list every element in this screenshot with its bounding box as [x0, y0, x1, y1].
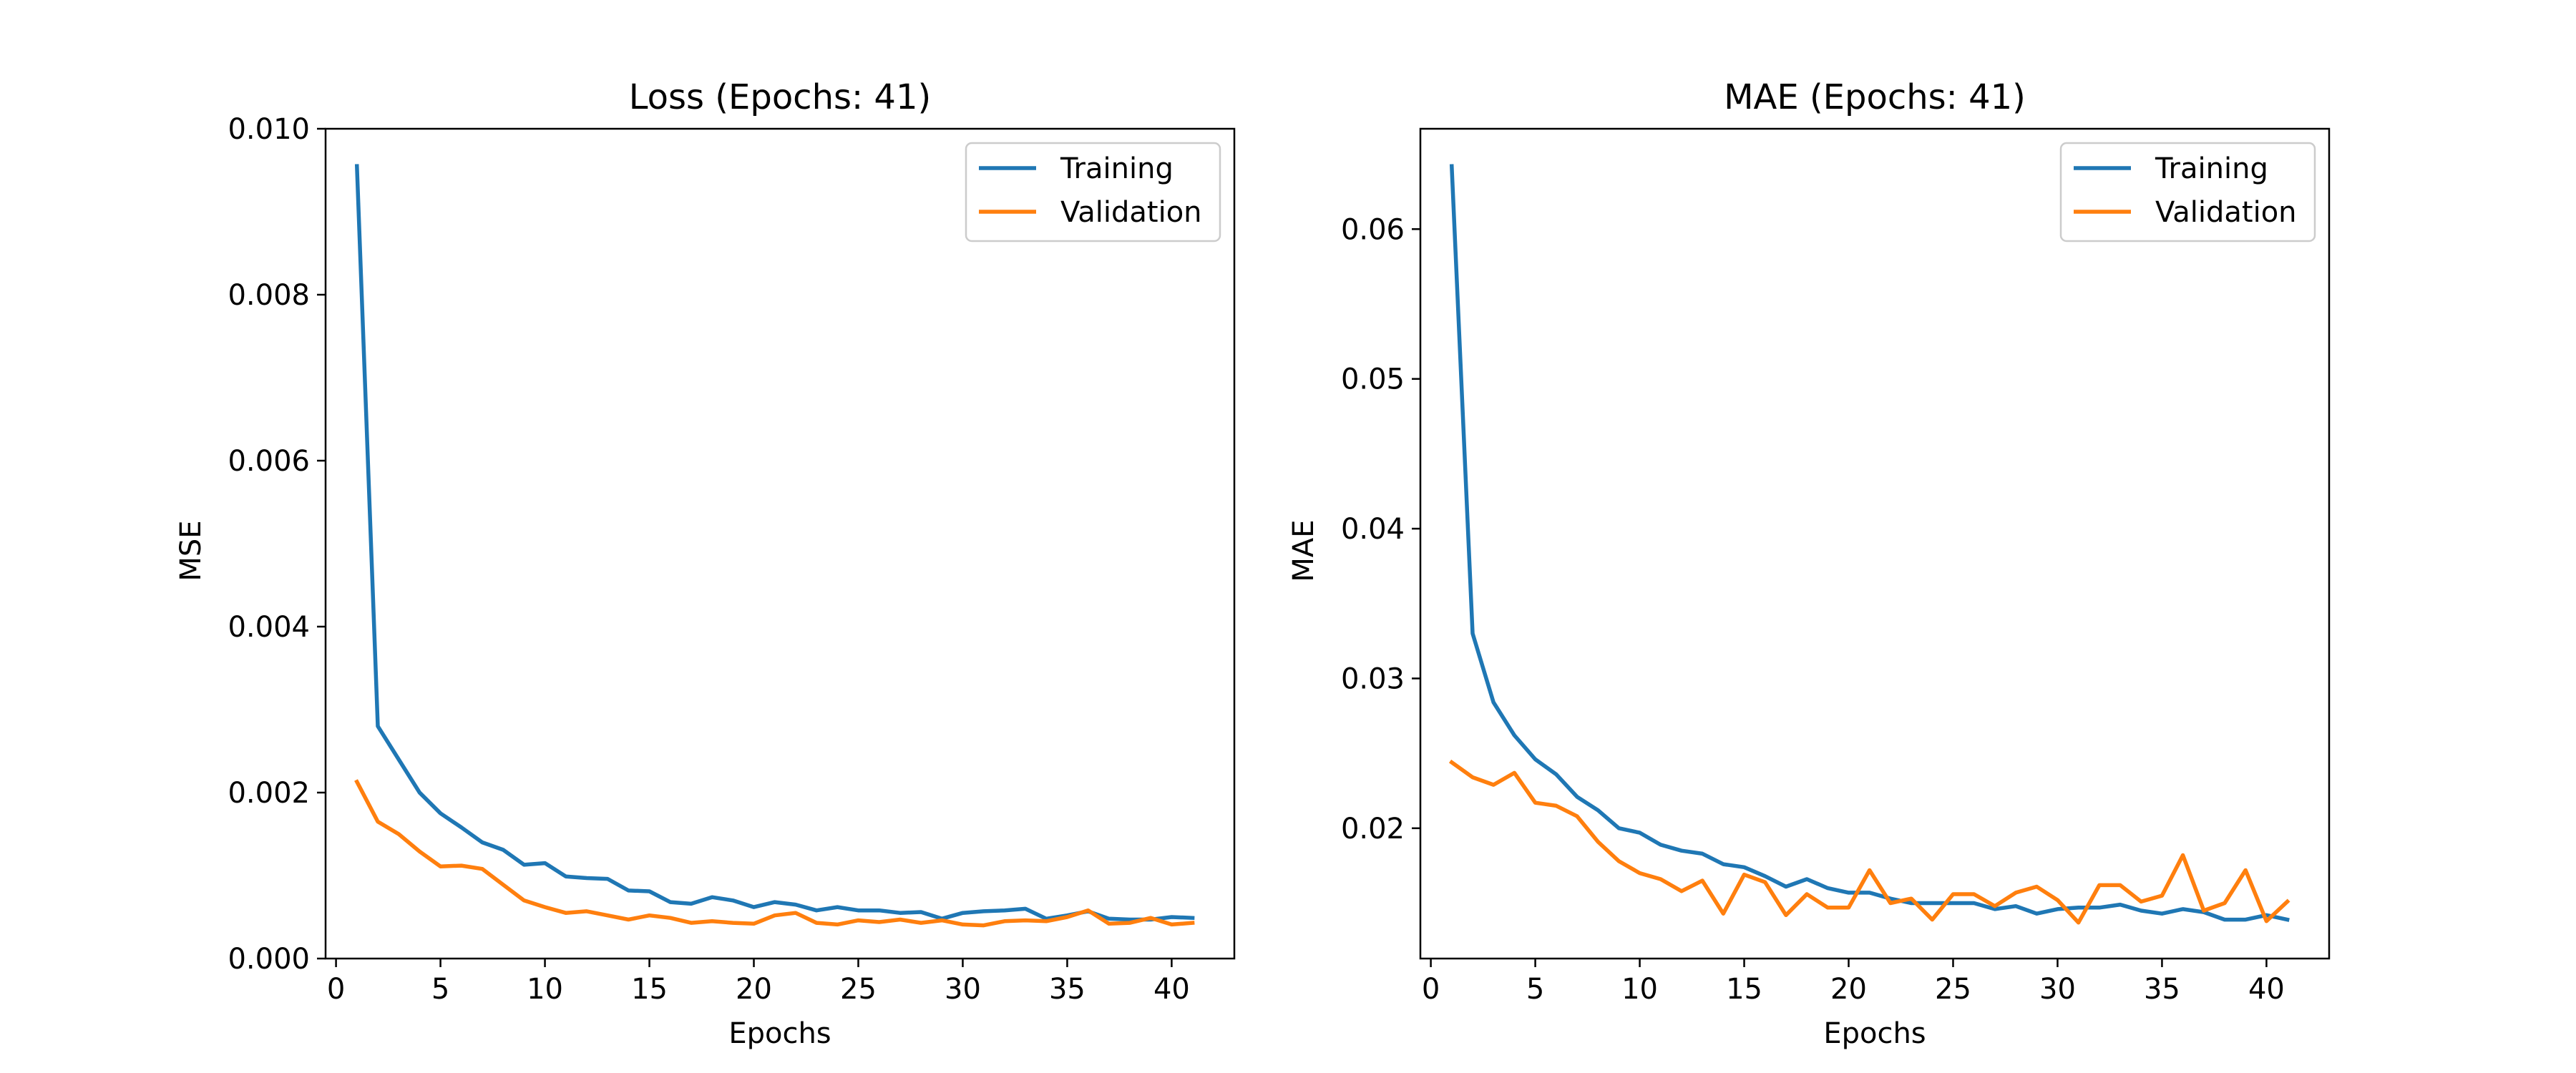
mae-x-tick-label: 30 [2039, 973, 2076, 1006]
loss-x-axis-label: Epochs [728, 1017, 831, 1050]
mae-x-tick-label: 40 [2248, 973, 2285, 1006]
mae-legend-validation-label: Validation [2155, 196, 2297, 229]
mae-y-tick-label: 0.03 [1341, 662, 1405, 695]
loss-x-tick-label: 15 [631, 973, 668, 1006]
loss-x-tick-label: 20 [736, 973, 772, 1006]
mae-y-ticks: 0.02 0.03 0.04 0.05 0.06 [1341, 213, 1420, 846]
mae-plot-frame [1419, 127, 2331, 960]
mae-y-tick-label: 0.04 [1341, 513, 1405, 546]
loss-chart: Loss (Epochs: 41) Epochs MSE 0 5 10 15 20 25 3… [175, 77, 1236, 1050]
loss-y-ticks: 0.000 0.002 0.004 0.006 0.008 0.010 [228, 113, 326, 976]
loss-x-ticks: 0 5 10 15 20 25 30 35 40 [327, 959, 1190, 1006]
loss-y-tick-label: 0.000 [228, 943, 310, 976]
mae-chart: MAE (Epochs: 41) Epochs MAE 0 5 10 15 20 25 30… [1287, 77, 2331, 1050]
mae-legend: Training Validation [2059, 142, 2316, 242]
mae-x-axis-label: Epochs [1823, 1017, 1926, 1050]
loss-validation-line [354, 779, 1195, 928]
mae-series-lines [1448, 164, 2290, 925]
loss-series-lines [354, 164, 1195, 928]
loss-y-tick-label: 0.002 [228, 777, 310, 810]
mae-x-tick-label: 5 [1526, 973, 1544, 1006]
mae-training-line [1449, 164, 2290, 922]
mae-x-tick-label: 35 [2144, 973, 2180, 1006]
loss-x-tick-label: 10 [527, 973, 563, 1006]
loss-x-tick-label: 5 [431, 973, 449, 1006]
loss-training-line [354, 164, 1195, 922]
mae-y-tick-label: 0.05 [1341, 363, 1405, 396]
loss-x-tick-label: 30 [945, 973, 981, 1006]
mae-x-ticks: 0 5 10 15 20 25 30 35 40 [1422, 959, 2285, 1006]
loss-x-tick-label: 40 [1153, 973, 1190, 1006]
loss-legend-training-label: Training [1060, 152, 1174, 185]
mae-x-tick-label: 10 [1621, 973, 1658, 1006]
loss-x-tick-label: 35 [1049, 973, 1085, 1006]
loss-y-tick-label: 0.006 [228, 445, 310, 478]
mae-validation-line [1448, 759, 2290, 925]
loss-x-tick-label: 0 [327, 973, 345, 1006]
mae-legend-training-label: Training [2155, 152, 2268, 185]
mae-chart-title: MAE (Epochs: 41) [1724, 77, 2026, 117]
mae-x-tick-label: 15 [1726, 973, 1762, 1006]
mae-x-tick-label: 0 [1422, 973, 1440, 1006]
loss-y-tick-label: 0.010 [228, 113, 310, 146]
mae-y-tick-label: 0.06 [1341, 213, 1405, 246]
loss-y-tick-label: 0.008 [228, 279, 310, 312]
loss-legend: Training Validation [965, 142, 1221, 242]
loss-plot-frame [324, 127, 1236, 960]
loss-legend-validation-label: Validation [1060, 196, 1202, 229]
mae-y-axis-label: MAE [1287, 519, 1320, 582]
loss-chart-title: Loss (Epochs: 41) [629, 77, 931, 117]
mae-x-tick-label: 25 [1935, 973, 1971, 1006]
mae-x-tick-label: 20 [1830, 973, 1867, 1006]
mae-y-tick-label: 0.02 [1341, 813, 1405, 846]
loss-x-tick-label: 25 [840, 973, 877, 1006]
loss-y-tick-label: 0.004 [228, 611, 310, 644]
loss-y-axis-label: MSE [175, 520, 208, 581]
